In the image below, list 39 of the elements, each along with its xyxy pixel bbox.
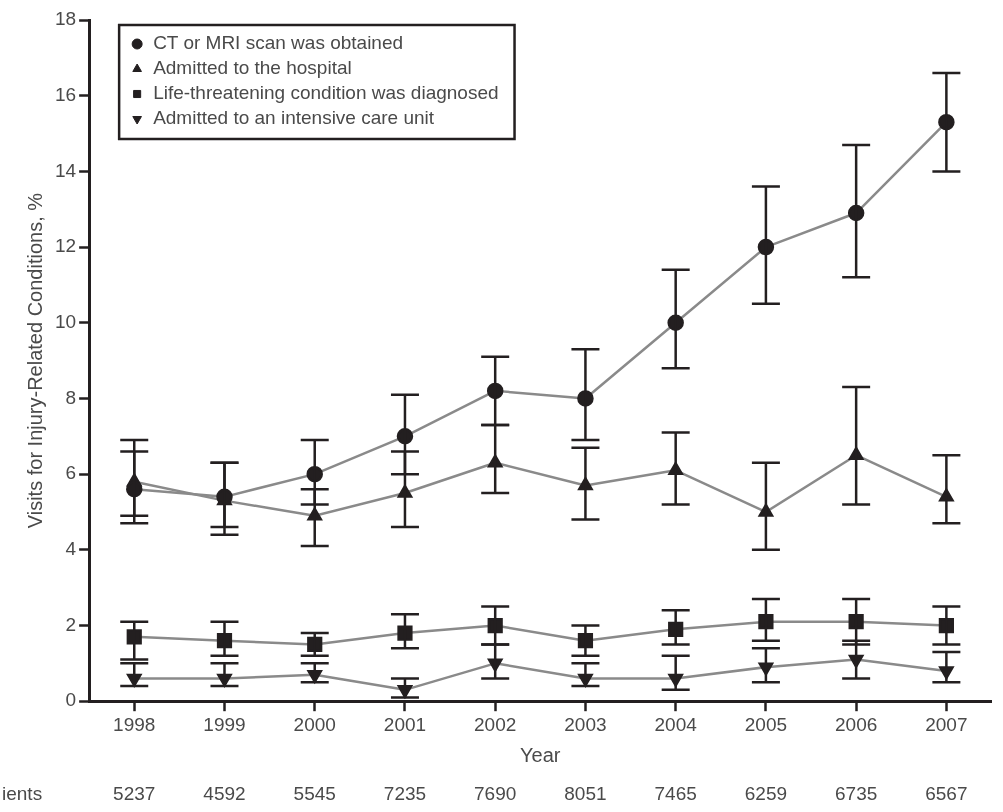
x-tick-label: 2006	[835, 713, 878, 735]
y-tick-label: 14	[54, 159, 77, 181]
y-tick-label: 10	[54, 310, 77, 332]
legend-label: Admitted to the hospital	[153, 57, 352, 79]
y-tick-label: 2	[65, 613, 77, 635]
text: 6567	[925, 783, 968, 805]
legend-label: CT or MRI scan was obtained	[153, 32, 404, 54]
x-axis-title: Year	[520, 743, 561, 766]
x-tick-label: 2003	[564, 713, 607, 735]
y-axis-title: Visits for Injury-Related Conditions, %	[23, 192, 46, 529]
text: 6259	[744, 783, 788, 805]
text: 7690	[474, 783, 517, 805]
y-tick-label: 18	[54, 8, 77, 30]
point	[758, 614, 774, 630]
y-tick-label: 6	[65, 462, 77, 484]
text: 4592	[203, 783, 246, 805]
y-tick-label: 4	[65, 538, 77, 560]
y-tick-label: 8	[65, 386, 77, 408]
legend-label: Life-threatening condition was diagnosed	[153, 82, 499, 104]
x-tick-label: 2005	[744, 713, 788, 735]
text: 7235	[383, 783, 427, 805]
text: 6735	[835, 783, 878, 805]
y-tick-label: 0	[65, 689, 77, 711]
x-tick-label: 1999	[203, 713, 246, 735]
text: ients	[2, 783, 43, 805]
text: 8051	[564, 783, 607, 805]
x-tick-label: 1998	[113, 713, 156, 735]
text: 5237	[113, 783, 156, 805]
x-tick-label: 2002	[474, 713, 517, 735]
x-tick-label: 2001	[383, 713, 427, 735]
text: 7465	[654, 783, 697, 805]
x-tick-label: 2004	[654, 713, 698, 735]
x-tick-label: 2000	[293, 713, 336, 735]
legend-label: Admitted to an intensive care unit	[153, 107, 435, 129]
text: 5545	[293, 783, 336, 805]
point	[397, 625, 413, 641]
x-tick-label: 2007	[925, 713, 968, 735]
y-tick-label: 12	[54, 235, 77, 257]
y-tick-label: 16	[54, 83, 77, 105]
